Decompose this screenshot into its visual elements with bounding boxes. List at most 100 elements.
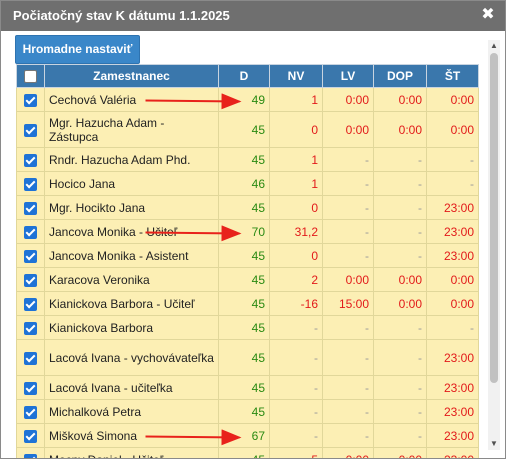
st-value[interactable]: -	[426, 315, 479, 340]
dop-value[interactable]: -	[373, 219, 427, 244]
st-value[interactable]: 23:00	[426, 219, 479, 244]
row-checkbox[interactable]	[24, 153, 37, 167]
scrollbar-thumb[interactable]	[490, 53, 498, 383]
lv-value[interactable]: -	[322, 195, 374, 220]
lv-value[interactable]: -	[322, 147, 374, 172]
d-value[interactable]: 45	[218, 243, 270, 268]
column-header-lv[interactable]: LV	[322, 64, 374, 88]
d-value[interactable]: 45	[218, 111, 270, 148]
nv-value[interactable]: -	[269, 399, 323, 424]
d-value[interactable]: 67	[218, 423, 270, 448]
row-checkbox-cell[interactable]	[16, 267, 45, 292]
scroll-up-arrow-icon[interactable]: ▲	[490, 41, 498, 50]
row-checkbox-cell[interactable]	[16, 171, 45, 196]
nv-value[interactable]: -	[269, 375, 323, 400]
row-checkbox-cell[interactable]	[16, 111, 45, 148]
row-checkbox-cell[interactable]	[16, 399, 45, 424]
d-value[interactable]: 45	[218, 399, 270, 424]
lv-value[interactable]: -	[322, 219, 374, 244]
row-checkbox-cell[interactable]	[16, 339, 45, 376]
row-checkbox[interactable]	[24, 93, 37, 107]
row-checkbox-cell[interactable]	[16, 375, 45, 400]
st-value[interactable]: 0:00	[426, 267, 479, 292]
d-value[interactable]: 70	[218, 219, 270, 244]
row-checkbox-cell[interactable]	[16, 195, 45, 220]
dop-value[interactable]: -	[373, 243, 427, 268]
lv-value[interactable]: -	[322, 399, 374, 424]
lv-value[interactable]: -	[322, 423, 374, 448]
dop-value[interactable]: -	[373, 171, 427, 196]
nv-value[interactable]: 0	[269, 195, 323, 220]
lv-value[interactable]: 15:00	[322, 291, 374, 316]
nv-value[interactable]: 0	[269, 243, 323, 268]
st-value[interactable]: 0:00	[426, 111, 479, 148]
nv-value[interactable]: 31,2	[269, 219, 323, 244]
row-checkbox-cell[interactable]	[16, 315, 45, 340]
row-checkbox[interactable]	[24, 381, 37, 395]
nv-value[interactable]: -5	[269, 447, 323, 458]
nv-value[interactable]: 1	[269, 147, 323, 172]
st-value[interactable]: 23:00	[426, 243, 479, 268]
row-checkbox[interactable]	[24, 297, 37, 311]
lv-value[interactable]: -	[322, 171, 374, 196]
st-value[interactable]: 23:00	[426, 375, 479, 400]
column-header-d[interactable]: D	[218, 64, 270, 88]
dop-value[interactable]: -	[373, 315, 427, 340]
row-checkbox[interactable]	[24, 249, 37, 263]
dop-value[interactable]: 0:00	[373, 447, 427, 458]
select-all-checkbox-cell[interactable]	[16, 64, 45, 88]
lv-value[interactable]: -	[322, 375, 374, 400]
row-checkbox[interactable]	[24, 273, 37, 287]
st-value[interactable]: 23:00	[426, 423, 479, 448]
vertical-scrollbar[interactable]: ▲ ▼	[488, 40, 500, 450]
lv-value[interactable]: 0:00	[322, 267, 374, 292]
d-value[interactable]: 45	[218, 339, 270, 376]
lv-value[interactable]: 0:00	[322, 111, 374, 148]
d-value[interactable]: 45	[218, 291, 270, 316]
nv-value[interactable]: 1	[269, 171, 323, 196]
row-checkbox[interactable]	[24, 177, 37, 191]
nv-value[interactable]: -	[269, 423, 323, 448]
st-value[interactable]: 23:00	[426, 399, 479, 424]
lv-value[interactable]: -	[322, 339, 374, 376]
nv-value[interactable]: 2	[269, 267, 323, 292]
row-checkbox[interactable]	[24, 123, 37, 137]
dop-value[interactable]: -	[373, 147, 427, 172]
dop-value[interactable]: 0:00	[373, 87, 427, 112]
row-checkbox[interactable]	[24, 453, 37, 458]
row-checkbox-cell[interactable]	[16, 243, 45, 268]
row-checkbox[interactable]	[24, 201, 37, 215]
nv-value[interactable]: 1	[269, 87, 323, 112]
row-checkbox[interactable]	[24, 351, 37, 365]
row-checkbox-cell[interactable]	[16, 219, 45, 244]
lv-value[interactable]: -	[322, 315, 374, 340]
row-checkbox-cell[interactable]	[16, 423, 45, 448]
row-checkbox[interactable]	[24, 321, 37, 335]
st-value[interactable]: -	[426, 171, 479, 196]
row-checkbox-cell[interactable]	[16, 147, 45, 172]
row-checkbox-cell[interactable]	[16, 87, 45, 112]
dop-value[interactable]: 0:00	[373, 291, 427, 316]
lv-value[interactable]: 0:00	[322, 87, 374, 112]
st-value[interactable]: -	[426, 147, 479, 172]
row-checkbox-cell[interactable]	[16, 291, 45, 316]
d-value[interactable]: 46	[218, 171, 270, 196]
dop-value[interactable]: -	[373, 399, 427, 424]
row-checkbox[interactable]	[24, 429, 37, 443]
row-checkbox[interactable]	[24, 405, 37, 419]
dop-value[interactable]: 0:00	[373, 111, 427, 148]
nv-value[interactable]: -	[269, 339, 323, 376]
st-value[interactable]: 0:00	[426, 87, 479, 112]
dop-value[interactable]: -	[373, 339, 427, 376]
select-all-checkbox[interactable]	[24, 70, 37, 84]
d-value[interactable]: 45	[218, 315, 270, 340]
nv-value[interactable]: 0	[269, 111, 323, 148]
dop-value[interactable]: 0:00	[373, 267, 427, 292]
close-icon[interactable]: ✖	[481, 6, 495, 23]
d-value[interactable]: 45	[218, 147, 270, 172]
row-checkbox-cell[interactable]	[16, 447, 45, 458]
lv-value[interactable]: 0:00	[322, 447, 374, 458]
st-value[interactable]: 23:00	[426, 447, 479, 458]
column-header-nv[interactable]: NV	[269, 64, 323, 88]
row-checkbox[interactable]	[24, 225, 37, 239]
